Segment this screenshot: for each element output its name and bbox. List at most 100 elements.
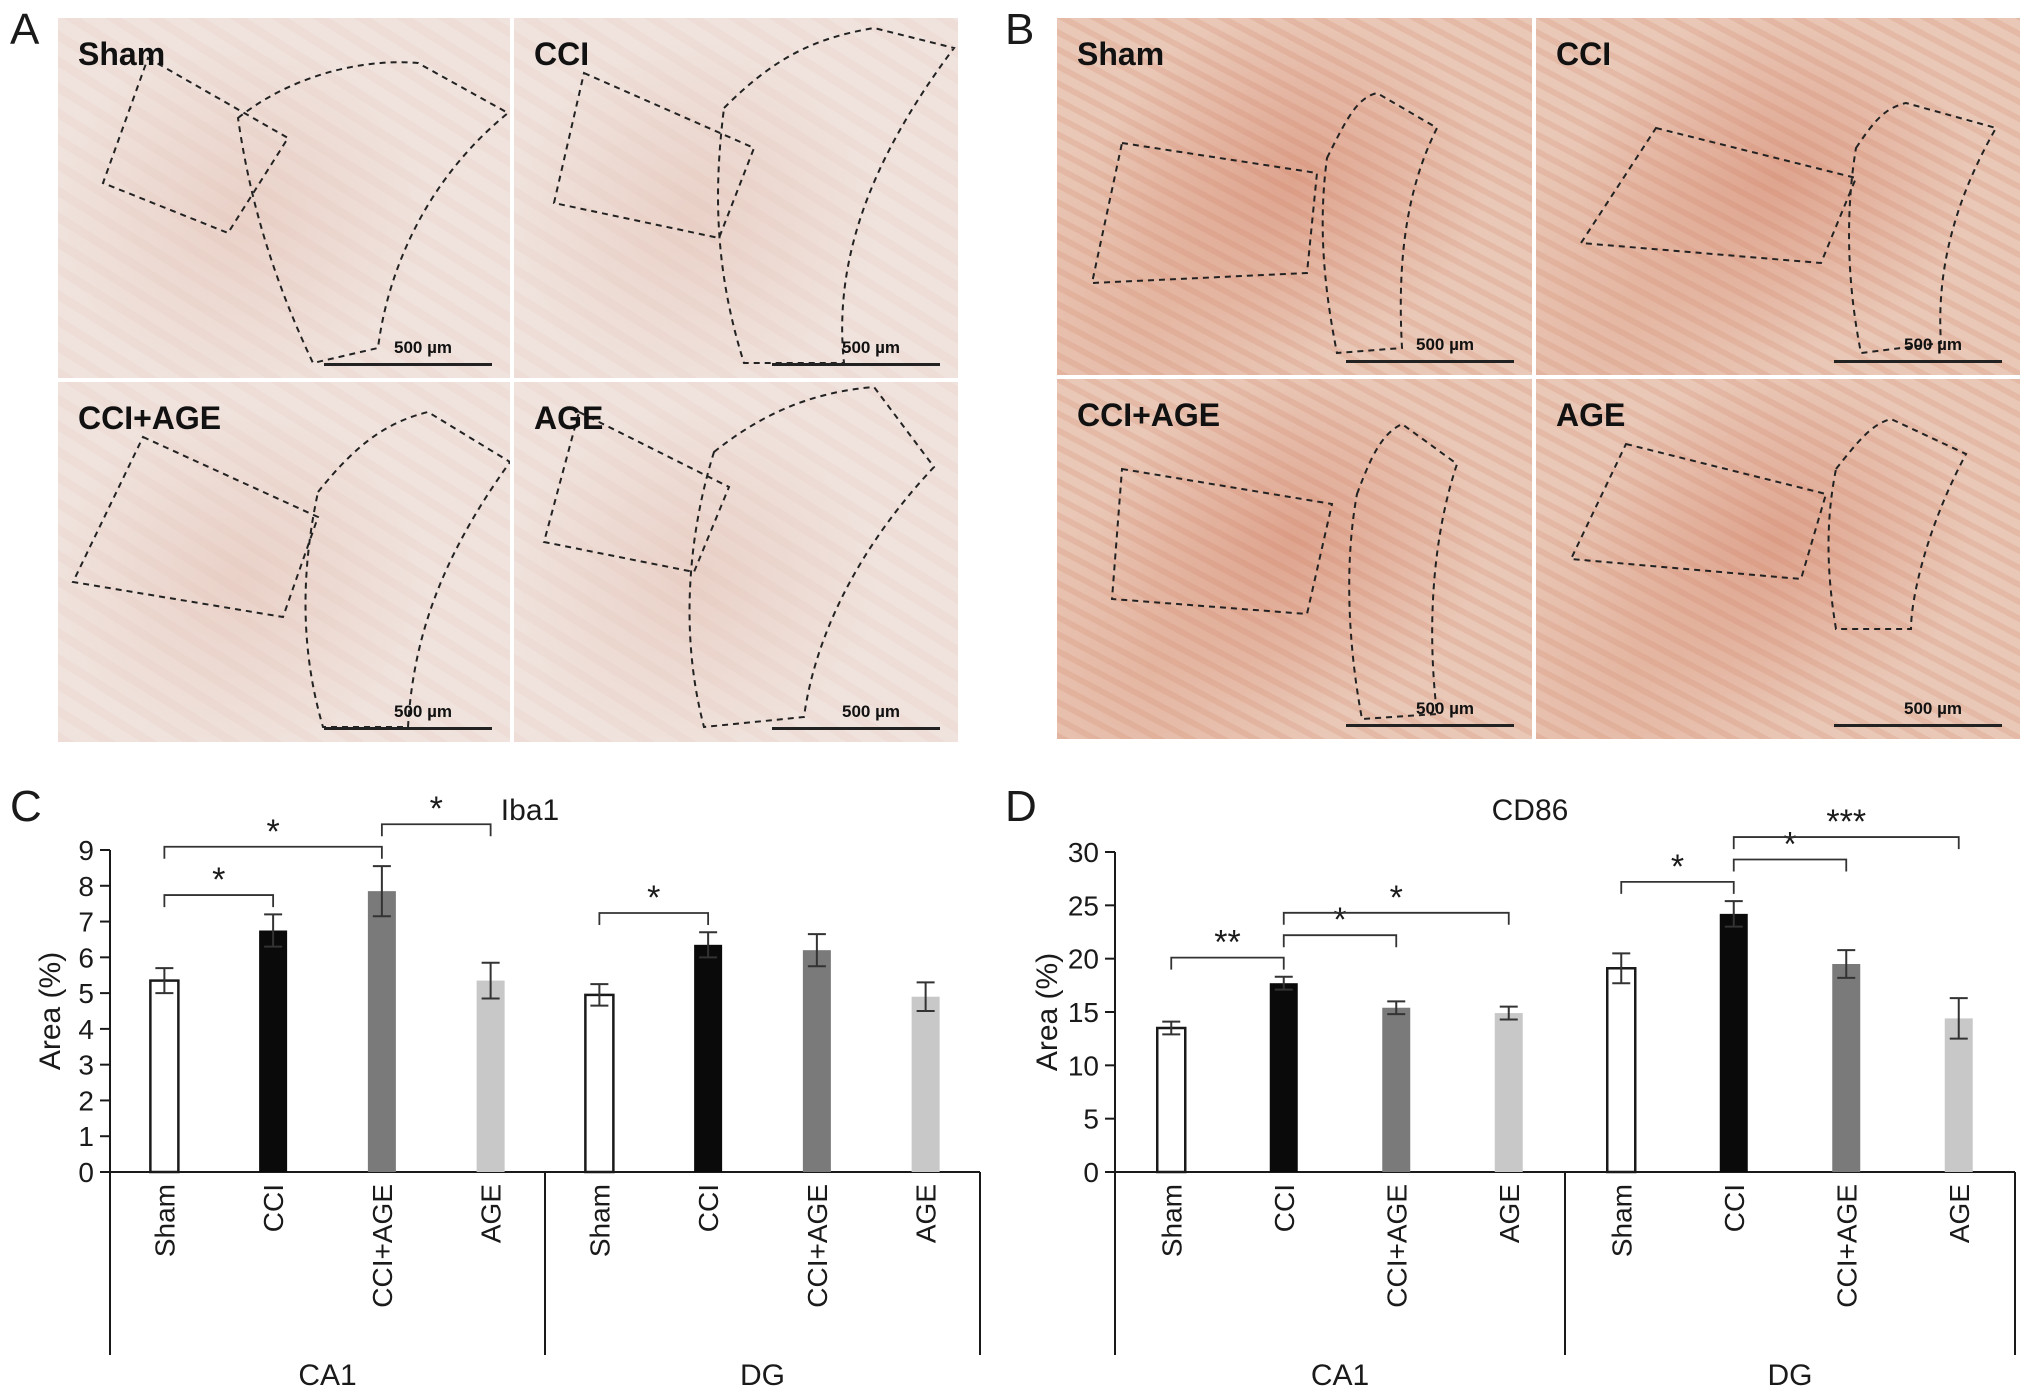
y-tick-label: 0 xyxy=(78,1157,94,1188)
x-tick-label: CCI xyxy=(1269,1184,1300,1232)
roi-outline xyxy=(542,385,936,729)
micrograph-label: Sham xyxy=(1077,36,1165,72)
roi-outline xyxy=(1569,417,1968,630)
scale-bar xyxy=(772,363,940,366)
y-tick-label: 15 xyxy=(1068,997,1099,1028)
roi-outline xyxy=(1110,422,1459,721)
scale-bar-label: 500 µm xyxy=(1416,699,1474,718)
bar xyxy=(802,950,831,1172)
y-tick-label: 9 xyxy=(78,835,94,866)
significance-label: ** xyxy=(1214,924,1240,962)
chart-iba1: Iba1 Area (%) 0 1 2 3 4 5 6 7 8 9 CA1 Sham CCI CCI+AGE A… xyxy=(34,790,981,1392)
roi-outline xyxy=(71,410,510,728)
group-label: CA1 xyxy=(1311,1359,1369,1392)
x-tick-label: CCI xyxy=(693,1184,724,1232)
y-tick-label: 10 xyxy=(1068,1050,1099,1081)
micrograph-label: CCI+AGE xyxy=(1077,397,1221,433)
micrograph-a-sham: Sham 500 µm xyxy=(58,18,510,378)
significance-label: * xyxy=(1783,825,1796,863)
bar xyxy=(149,979,180,1174)
significance-label: * xyxy=(1671,848,1684,886)
scale-bar xyxy=(324,727,492,730)
y-tick-label: 1 xyxy=(78,1121,94,1152)
significance-label: * xyxy=(267,813,280,851)
bar xyxy=(911,996,940,1172)
y-tick-label: 6 xyxy=(78,942,94,973)
significance-bracket xyxy=(1732,858,1848,872)
y-tick-label: 30 xyxy=(1068,837,1099,868)
chart-cd86: CD86 Area (%) 0 5 10 15 20 25 30 CA1 Sham CCI CCI+AG… xyxy=(1031,794,2016,1392)
bar xyxy=(476,980,505,1172)
micrograph-label: Sham xyxy=(78,36,166,72)
significance-bracket xyxy=(1282,934,1398,948)
y-tick-label: 5 xyxy=(1083,1104,1099,1135)
bar xyxy=(1832,964,1861,1172)
y-axis-label: Area (%) xyxy=(34,952,67,1070)
x-tick-label: CCI+AGE xyxy=(802,1184,833,1308)
bar xyxy=(1269,983,1298,1172)
y-tick-label: 2 xyxy=(78,1085,94,1116)
roi-outline xyxy=(101,56,510,365)
micrograph-a-cci-age: CCI+AGE 500 µm xyxy=(58,382,510,742)
bar xyxy=(694,944,723,1172)
bar xyxy=(1382,1007,1411,1172)
y-tick-label: 8 xyxy=(78,871,94,902)
significance-label: * xyxy=(1333,901,1346,939)
x-tick-label: CCI+AGE xyxy=(1831,1184,1862,1308)
y-tick-label: 4 xyxy=(78,1014,94,1045)
micrograph-b-age: AGE 500 µm xyxy=(1536,379,2020,739)
scale-bar-label: 500 µm xyxy=(1416,335,1474,354)
x-tick-label: CCI+AGE xyxy=(367,1184,398,1308)
significance-label: *** xyxy=(1826,803,1866,841)
y-tick-label: 7 xyxy=(78,907,94,938)
significance-label: * xyxy=(1390,879,1403,917)
panel-letter-a: A xyxy=(10,5,40,54)
micrograph-a-cci: CCI 500 µm xyxy=(514,18,958,378)
significance-label: * xyxy=(212,861,225,899)
x-tick-label: CCI xyxy=(258,1184,289,1232)
significance-label: * xyxy=(430,790,443,828)
x-tick-label: Sham xyxy=(149,1184,180,1257)
roi-outline xyxy=(1579,101,1998,355)
micrograph-b-cci-age: CCI+AGE 500 µm xyxy=(1057,379,1532,739)
bar xyxy=(1944,1018,1973,1172)
roi-outline xyxy=(552,26,956,364)
significance-bracket xyxy=(1620,880,1735,894)
group-label: CA1 xyxy=(298,1359,356,1392)
x-tick-label: AGE xyxy=(1494,1184,1525,1243)
significance-bracket xyxy=(163,845,383,859)
significance-bracket xyxy=(1170,956,1285,970)
y-axis-label: Area (%) xyxy=(1031,953,1064,1071)
significance-bracket xyxy=(163,894,275,908)
significance-label: * xyxy=(647,879,660,917)
y-tick-label: 3 xyxy=(78,1050,94,1081)
group-label: DG xyxy=(1768,1359,1813,1392)
scale-bar xyxy=(1834,724,2002,727)
y-tick-label: 20 xyxy=(1068,944,1099,975)
bar xyxy=(584,993,615,1174)
micrograph-label: AGE xyxy=(534,400,604,436)
panel-letter-c: C xyxy=(10,782,42,831)
x-tick-label: AGE xyxy=(476,1184,507,1243)
micrograph-label: CCI xyxy=(534,36,590,72)
significance-bracket xyxy=(1732,836,1960,850)
panel-letter-b: B xyxy=(1005,5,1035,54)
x-tick-label: Sham xyxy=(1156,1184,1187,1257)
y-tick-label: 25 xyxy=(1068,890,1099,921)
bar xyxy=(1156,1026,1187,1174)
scale-bar-label: 500 µm xyxy=(394,338,452,357)
bar xyxy=(367,891,396,1172)
scale-bar-label: 500 µm xyxy=(842,702,900,721)
chart-title: Iba1 xyxy=(501,794,559,827)
scale-bar-label: 500 µm xyxy=(842,338,900,357)
panel-letter-d: D xyxy=(1005,782,1037,831)
significance-bracket xyxy=(598,912,710,925)
bar xyxy=(259,930,288,1172)
bar xyxy=(1719,913,1748,1172)
scale-bar-label: 500 µm xyxy=(1904,335,1962,354)
scale-bar-label: 500 µm xyxy=(394,702,452,721)
scale-bar-label: 500 µm xyxy=(1904,699,1962,718)
scale-bar xyxy=(1346,724,1514,727)
x-tick-label: CCI+AGE xyxy=(1381,1184,1412,1308)
micrograph-label: AGE xyxy=(1556,397,1626,433)
